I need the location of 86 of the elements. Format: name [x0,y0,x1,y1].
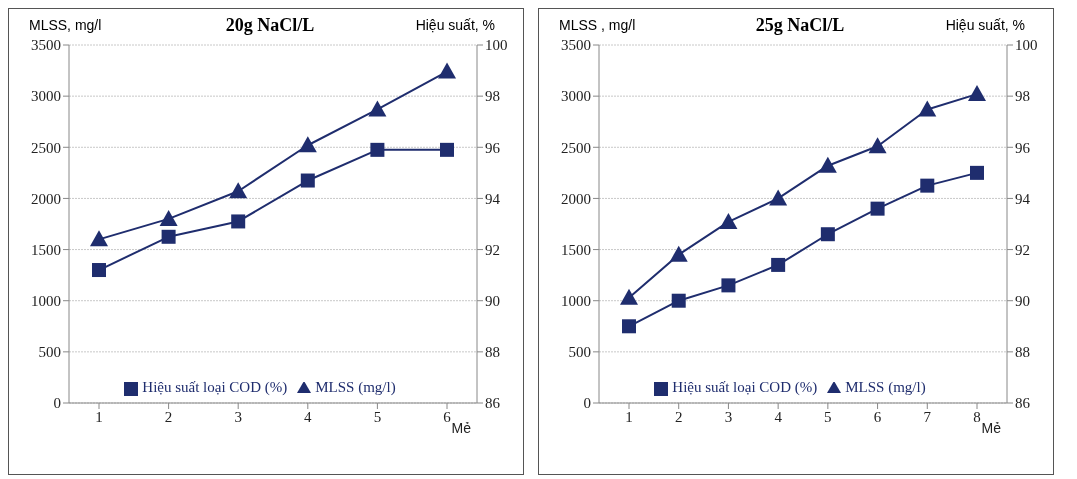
point [918,100,937,117]
y-tick-label: 0 [53,395,61,412]
point [161,229,176,244]
y-tick-label: 3500 [31,37,61,54]
point [970,165,984,180]
y-tick-label: 1000 [561,293,591,310]
point [820,227,835,242]
y2-tick-label: 90 [1015,293,1030,310]
chart-title: 20g NaCl/L [225,15,315,35]
legend-label: Hiệu suất loại COD (%) [672,379,818,395]
point [229,182,248,199]
point [622,319,636,334]
x-tick-label: 1 [625,408,633,425]
y2-tick-label: 96 [485,139,501,156]
legend-label: MLSS (mg/l) [315,379,396,395]
point [370,142,385,157]
y2-tick-label: 94 [1015,190,1031,207]
y-axis-title: MLSS, mg/l [29,17,102,33]
y-tick-label: 3500 [561,37,591,54]
y2-axis-title: Hiệu suất, % [415,17,495,33]
y-tick-label: 1500 [561,241,591,258]
chart-title: 25g NaCl/L [755,15,845,35]
point [92,263,106,278]
x-tick-label: 5 [824,408,832,425]
x-axis-title: Mẻ [451,420,472,436]
point [298,136,317,153]
y2-tick-label: 90 [485,293,500,310]
y-tick-label: 3000 [31,88,61,105]
x-tick-label: 1 [95,408,103,425]
y2-tick-label: 98 [485,88,500,105]
y2-tick-label: 92 [1015,241,1030,258]
y-tick-label: 1500 [31,241,61,258]
y2-tick-label: 86 [485,395,501,412]
point [920,178,935,193]
point [818,156,837,173]
y2-tick-label: 86 [1015,395,1031,412]
x-tick-label: 2 [674,408,683,425]
point [159,209,178,226]
x-tick-label: 3 [724,408,733,425]
x-tick-label: 4 [774,408,783,425]
x-tick-label: 7 [923,408,932,425]
x-tick-label: 8 [973,408,981,425]
point [671,293,686,308]
point [231,214,246,229]
y-tick-label: 500 [568,344,591,361]
x-tick-label: 6 [443,408,452,425]
x-tick-label: 3 [234,408,242,425]
point [438,62,456,79]
x-tick-label: 6 [873,408,882,425]
y-tick-label: 3000 [561,88,591,105]
y2-tick-label: 100 [485,37,508,54]
point [669,245,688,262]
y2-tick-label: 88 [485,344,500,361]
point [368,100,387,117]
y2-tick-label: 88 [1015,344,1030,361]
point [721,278,736,293]
y2-tick-label: 100 [1015,37,1038,54]
point [769,189,788,206]
y2-tick-label: 96 [1015,139,1031,156]
point [620,288,638,305]
y2-tick-label: 98 [1015,88,1030,105]
y-tick-label: 2000 [31,190,61,207]
y-tick-label: 0 [583,395,591,412]
point [440,142,454,157]
y-axis-title: MLSS , mg/l [559,17,636,33]
y-tick-label: 2500 [31,139,61,156]
point [968,85,986,102]
legend-label: MLSS (mg/l) [845,379,926,395]
point [771,257,786,272]
x-axis-title: Mẻ [981,420,1002,436]
y-tick-label: 2500 [561,139,591,156]
point [90,230,108,247]
point [870,201,885,216]
point [719,212,738,229]
x-tick-label: 5 [373,408,382,425]
x-tick-label: 4 [304,408,313,425]
legend-label: Hiệu suất loại COD (%) [142,379,288,395]
x-tick-label: 2 [164,408,173,425]
y-tick-label: 500 [38,344,61,361]
point [300,173,315,188]
y2-tick-label: 94 [485,190,501,207]
y2-tick-label: 92 [485,241,500,258]
point [868,137,887,154]
y2-axis-title: Hiệu suất, % [945,17,1025,33]
y-tick-label: 1000 [31,293,61,310]
y-tick-label: 2000 [561,190,591,207]
